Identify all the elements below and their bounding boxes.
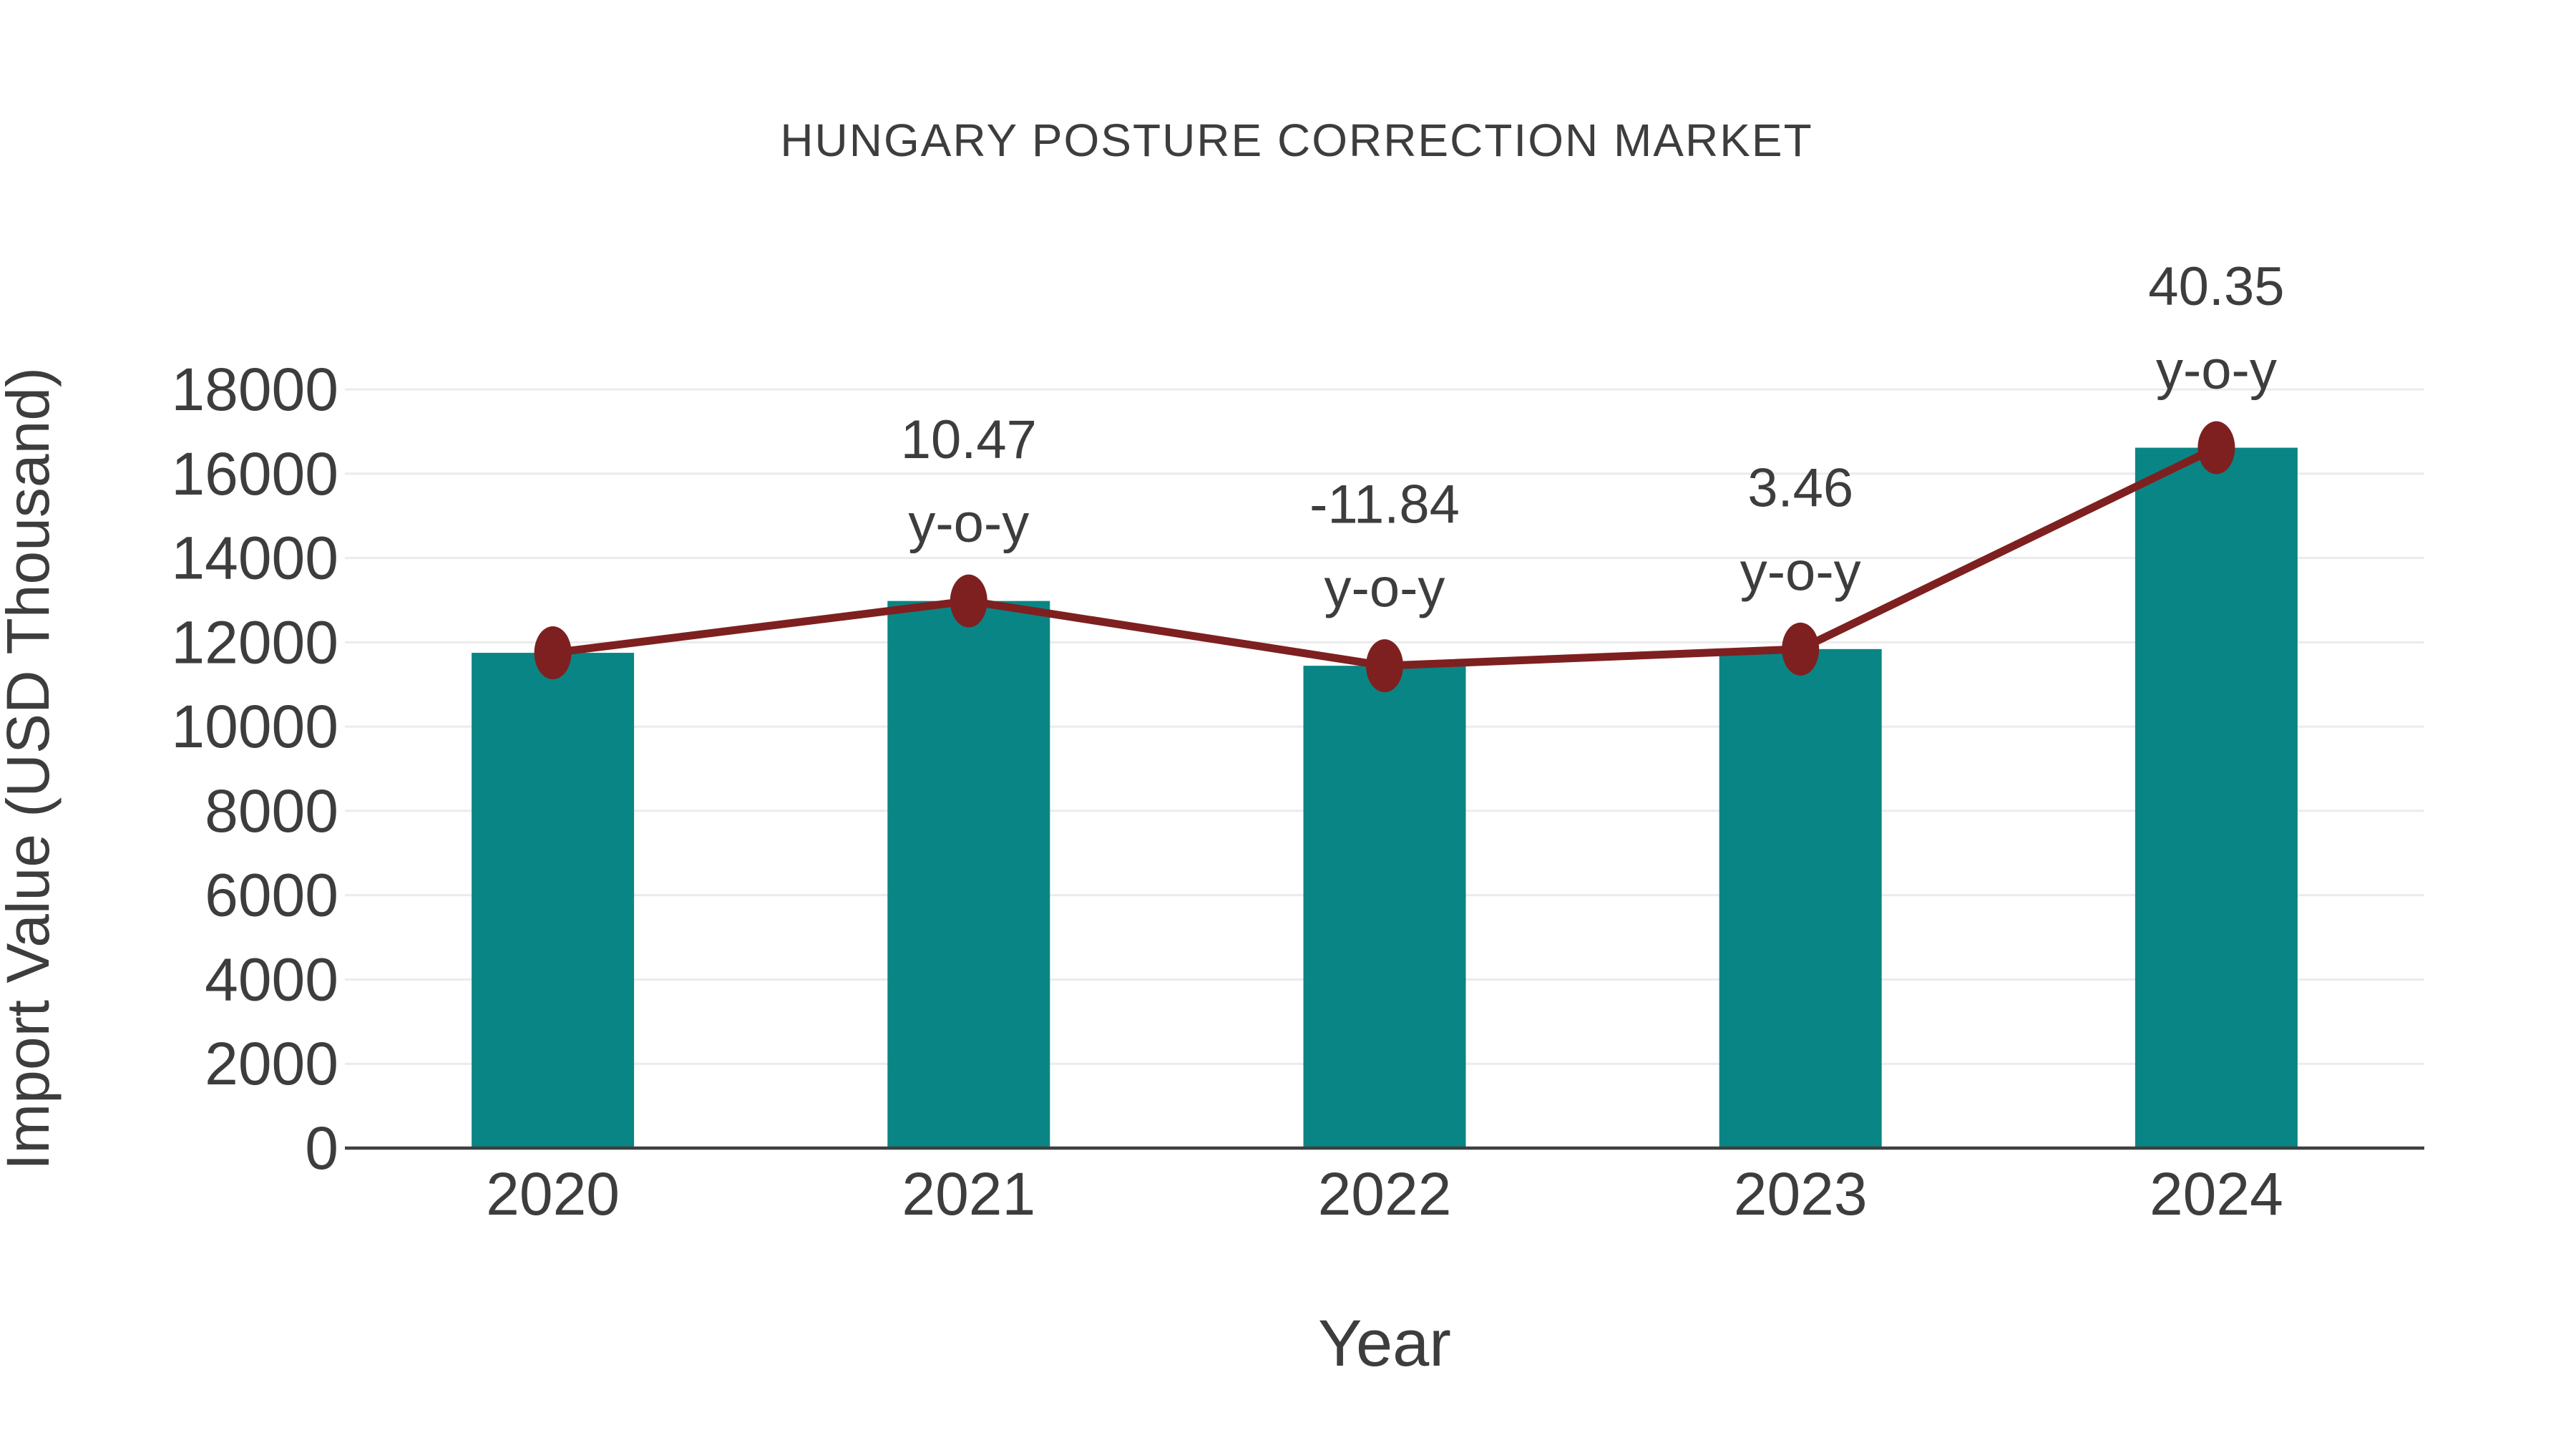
y-tick-label-4000: 4000 — [205, 946, 338, 1013]
data-point-marker-2022 — [1366, 639, 1403, 693]
x-tick-label-2020: 2020 — [486, 1160, 620, 1228]
y-tick-label-2000: 2000 — [205, 1030, 338, 1097]
y-tick-label-6000: 6000 — [205, 862, 338, 929]
annotations-layer: 10.47 y-o-y -11.84 y-o-y 3.46 y-o-y 40.35 y-o-y — [901, 256, 2285, 619]
x-tick-label-2023: 2023 — [1734, 1160, 1868, 1228]
y-tick-label-14000: 14000 — [171, 525, 338, 592]
x-axis-title: Year — [1318, 1307, 1451, 1380]
bar-2021 — [887, 601, 1050, 1148]
y-tick-label-16000: 16000 — [171, 440, 338, 507]
annotation-value-2021: 10.47 — [901, 409, 1037, 470]
data-point-marker-2020 — [534, 626, 572, 680]
tick-labels-layer: 0 2000 4000 6000 8000 10000 12000 14000 16000 180… — [171, 356, 2283, 1228]
y-tick-label-18000: 18000 — [171, 356, 338, 423]
annotation-yoy-label-2021: y-o-y — [908, 493, 1029, 554]
bar-2020 — [472, 653, 635, 1148]
x-tick-label-2022: 2022 — [1318, 1160, 1452, 1228]
chart-title: HUNGARY POSTURE CORRECTION MARKET — [780, 115, 1813, 166]
annotation-value-2023: 3.46 — [1747, 457, 1853, 518]
y-tick-label-12000: 12000 — [171, 608, 338, 676]
x-tick-label-2021: 2021 — [902, 1160, 1035, 1228]
y-tick-label-10000: 10000 — [171, 693, 338, 760]
data-point-marker-2024 — [2197, 421, 2235, 475]
annotation-yoy-label-2023: y-o-y — [1740, 541, 1861, 602]
bar-2023 — [1719, 648, 1882, 1148]
y-tick-label-0: 0 — [305, 1114, 338, 1182]
bar-2024 — [2135, 447, 2298, 1148]
y-axis-title: Import Value (USD Thousand) — [0, 367, 62, 1170]
annotation-value-2024: 40.35 — [2148, 256, 2284, 317]
x-tick-label-2024: 2024 — [2150, 1160, 2283, 1228]
bars-layer — [472, 447, 2298, 1148]
trend-line-layer — [534, 421, 2235, 693]
annotation-yoy-label-2024: y-o-y — [2156, 340, 2277, 401]
data-point-marker-2021 — [950, 574, 987, 628]
annotation-value-2022: -11.84 — [1309, 475, 1460, 535]
annotation-yoy-label-2022: y-o-y — [1324, 558, 1445, 619]
y-tick-label-8000: 8000 — [205, 777, 338, 845]
bar-2022 — [1303, 666, 1466, 1148]
data-point-marker-2023 — [1782, 622, 1820, 676]
